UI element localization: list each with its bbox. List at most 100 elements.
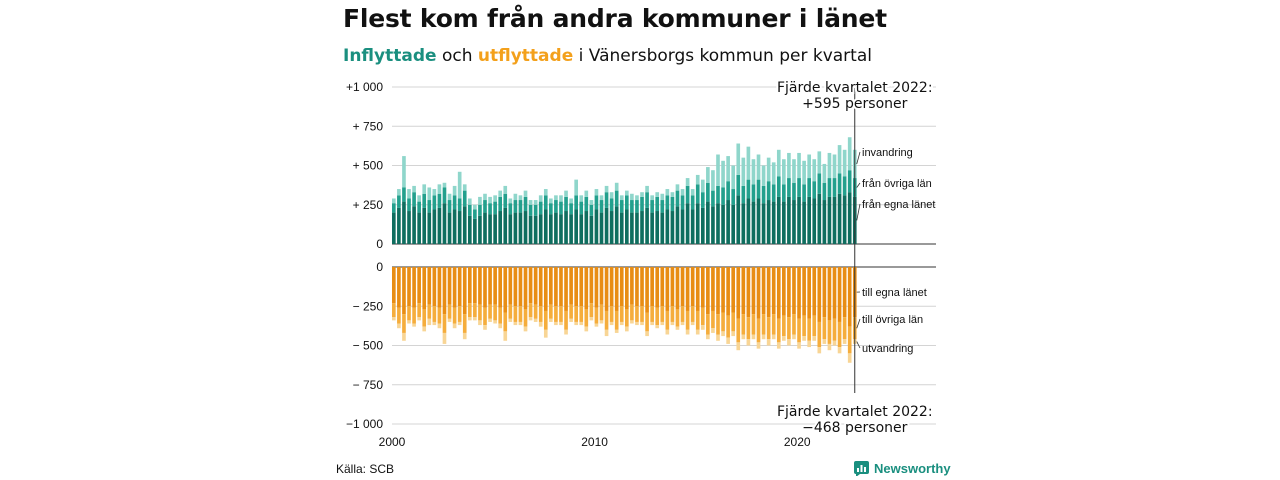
- bar-out-emigration: [564, 329, 568, 335]
- bar-out-emigration: [670, 321, 675, 326]
- bar-in-other-counties: [726, 181, 730, 201]
- series-label-leader: [856, 182, 861, 188]
- bar-out-emigration: [766, 339, 771, 346]
- bar-out-own-county: [473, 267, 477, 304]
- bar-out-own-county: [559, 267, 563, 307]
- bar-in-own-county: [549, 214, 553, 244]
- bar-out-emigration: [660, 321, 665, 326]
- bar-in-own-county: [437, 207, 442, 244]
- bar-out-other-counties: [559, 306, 563, 322]
- bar-out-other-counties: [437, 307, 442, 324]
- bar-in-other-counties: [716, 185, 720, 204]
- bar-in-immigration: [685, 178, 690, 186]
- bar-out-emigration: [457, 321, 462, 326]
- bar-out-own-county: [746, 267, 751, 318]
- bar-in-own-county: [630, 212, 634, 244]
- bar-in-own-county: [473, 218, 477, 244]
- bar-out-own-county: [432, 267, 437, 307]
- bar-in-immigration: [442, 182, 447, 188]
- bar-out-emigration: [695, 329, 700, 335]
- bar-in-own-county: [751, 201, 756, 244]
- bar-out-other-counties: [812, 315, 817, 337]
- bar-in-immigration: [812, 159, 817, 182]
- bar-out-other-counties: [706, 314, 710, 335]
- bar-out-own-county: [700, 267, 705, 308]
- bar-out-other-counties: [675, 309, 680, 327]
- bar-out-other-counties: [508, 304, 513, 319]
- bar-in-own-county: [508, 214, 513, 244]
- bar-in-other-counties: [685, 185, 690, 204]
- bar-in-immigration: [690, 189, 695, 196]
- bar-out-own-county: [498, 267, 503, 308]
- bar-out-emigration: [741, 334, 746, 340]
- bar-in-other-counties: [599, 200, 604, 213]
- bar-out-other-counties: [645, 312, 649, 332]
- bar-in-own-county: [817, 193, 822, 244]
- bar-in-own-county: [771, 201, 776, 244]
- series-label: från egna länet: [862, 199, 935, 211]
- bar-in-own-county: [457, 211, 462, 244]
- bar-in-other-counties: [407, 198, 411, 212]
- bar-out-emigration: [675, 326, 680, 330]
- bar-in-immigration: [792, 159, 796, 183]
- bar-in-other-counties: [483, 200, 487, 213]
- bar-in-immigration: [538, 195, 543, 202]
- bar-out-own-county: [802, 267, 806, 316]
- bar-in-other-counties: [543, 195, 548, 210]
- bar-in-own-county: [625, 209, 629, 244]
- bar-in-other-counties: [422, 193, 427, 208]
- bar-out-emigration: [619, 321, 624, 326]
- bar-in-other-counties: [640, 196, 644, 212]
- bar-out-other-counties: [604, 310, 609, 330]
- annotation-top-line: Fjärde kvartalet 2022:: [777, 80, 933, 96]
- bar-out-emigration: [437, 323, 442, 329]
- bar-out-own-county: [807, 267, 811, 319]
- bar-in-own-county: [407, 211, 411, 244]
- bar-out-emigration: [543, 329, 548, 338]
- bar-out-emigration: [549, 318, 553, 322]
- bar-out-other-counties: [498, 307, 503, 324]
- bar-out-own-county: [589, 267, 594, 304]
- bar-out-other-counties: [660, 306, 665, 322]
- bar-in-other-counties: [706, 182, 710, 202]
- bar-in-own-county: [807, 196, 811, 244]
- bar-in-immigration: [493, 195, 497, 202]
- bar-out-own-county: [827, 267, 832, 321]
- bar-in-own-county: [427, 212, 432, 244]
- bar-in-other-counties: [675, 190, 680, 207]
- bar-out-other-counties: [412, 307, 416, 324]
- bar-out-emigration: [665, 329, 670, 335]
- bar-in-other-counties: [690, 195, 695, 210]
- bar-in-immigration: [498, 190, 503, 197]
- bar-in-own-county: [523, 211, 528, 244]
- bar-out-other-counties: [842, 317, 847, 340]
- bar-in-other-counties: [680, 195, 685, 210]
- bar-in-immigration: [488, 196, 492, 204]
- bar-out-emigration: [503, 331, 508, 341]
- brand-logo: Newsworthy: [854, 461, 951, 476]
- annotation-bottom-line: Fjärde kvartalet 2022:: [777, 404, 933, 420]
- bar-in-own-county: [782, 201, 786, 244]
- bar-out-own-county: [751, 267, 756, 315]
- bar-in-immigration: [523, 190, 528, 197]
- bar-out-other-counties: [493, 304, 497, 321]
- bar-out-emigration: [690, 321, 695, 326]
- bar-in-other-counties: [751, 184, 756, 202]
- bar-out-emigration: [392, 317, 396, 321]
- bar-out-own-county: [564, 267, 568, 311]
- bar-in-other-counties: [412, 192, 416, 207]
- bar-in-own-county: [467, 215, 472, 244]
- bar-in-own-county: [478, 215, 482, 244]
- bar-in-other-counties: [746, 179, 751, 199]
- bar-out-other-counties: [695, 310, 700, 330]
- bar-in-other-counties: [478, 204, 482, 216]
- bar-out-own-county: [493, 267, 497, 305]
- bar-out-emigration: [782, 336, 786, 341]
- bar-out-other-counties: [478, 304, 482, 321]
- bar-out-own-county: [630, 267, 634, 305]
- bar-out-own-county: [462, 267, 467, 315]
- bar-in-own-county: [619, 212, 624, 244]
- bar-in-immigration: [660, 193, 665, 201]
- bar-in-immigration: [559, 195, 563, 202]
- bar-out-other-counties: [635, 306, 639, 322]
